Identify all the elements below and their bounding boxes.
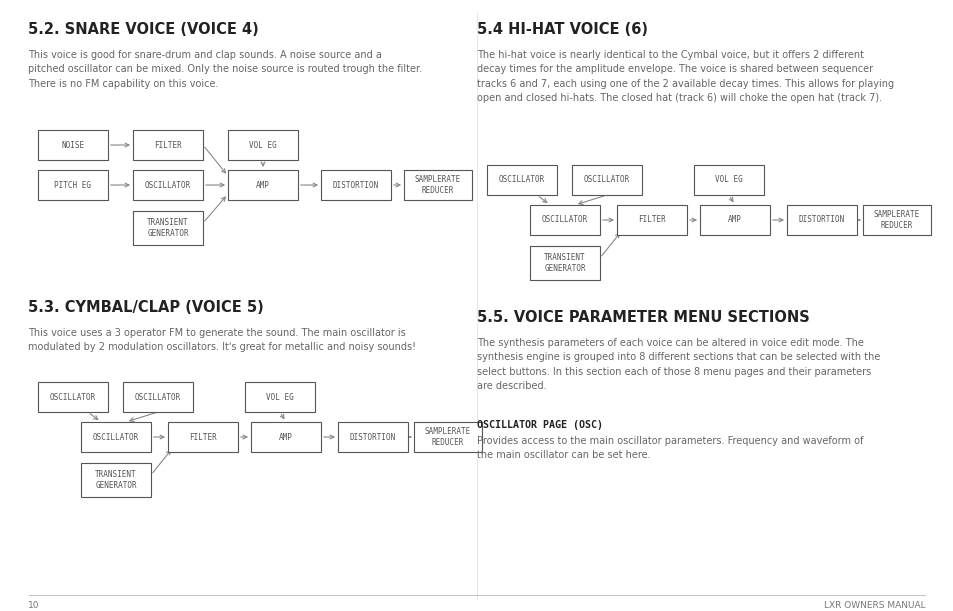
Text: TRANSIENT
GENERATOR: TRANSIENT GENERATOR xyxy=(95,470,136,490)
Bar xyxy=(123,382,193,412)
Bar xyxy=(38,382,108,412)
Bar xyxy=(168,422,237,452)
Text: AMP: AMP xyxy=(255,180,270,189)
Text: The synthesis parameters of each voice can be altered in voice edit mode. The
sy: The synthesis parameters of each voice c… xyxy=(476,338,880,391)
Text: AMP: AMP xyxy=(727,216,741,224)
Bar xyxy=(251,422,320,452)
Text: OSCILLATOR: OSCILLATOR xyxy=(583,175,630,185)
Bar xyxy=(572,165,641,195)
Text: FILTER: FILTER xyxy=(189,433,216,442)
Bar xyxy=(530,246,599,280)
Text: 5.5. VOICE PARAMETER MENU SECTIONS: 5.5. VOICE PARAMETER MENU SECTIONS xyxy=(476,310,809,325)
Bar xyxy=(132,130,203,160)
Bar xyxy=(132,170,203,200)
Text: Provides access to the main oscillator parameters. Frequency and waveform of
the: Provides access to the main oscillator p… xyxy=(476,436,862,461)
Text: This voice is good for snare-drum and clap sounds. A noise source and a
pitched : This voice is good for snare-drum and cl… xyxy=(28,50,421,89)
Bar xyxy=(486,165,557,195)
Text: PITCH EG: PITCH EG xyxy=(54,180,91,189)
Text: DISTORTION: DISTORTION xyxy=(798,216,844,224)
Bar xyxy=(245,382,314,412)
Text: VOL EG: VOL EG xyxy=(715,175,742,185)
Text: OSCILLATOR: OSCILLATOR xyxy=(498,175,544,185)
Text: OSCILLATOR: OSCILLATOR xyxy=(145,180,191,189)
Text: TRANSIENT
GENERATOR: TRANSIENT GENERATOR xyxy=(543,253,585,273)
Text: 10: 10 xyxy=(28,601,39,610)
Bar xyxy=(38,170,108,200)
Bar xyxy=(228,170,297,200)
Text: VOL EG: VOL EG xyxy=(249,141,276,150)
Text: FILTER: FILTER xyxy=(638,216,665,224)
Text: TRANSIENT
GENERATOR: TRANSIENT GENERATOR xyxy=(147,218,189,238)
Bar xyxy=(320,170,391,200)
Text: VOL EG: VOL EG xyxy=(266,392,294,401)
Text: OSCILLATOR: OSCILLATOR xyxy=(541,216,587,224)
Text: FILTER: FILTER xyxy=(154,141,182,150)
Bar xyxy=(862,205,930,235)
Text: OSCILLATOR: OSCILLATOR xyxy=(92,433,139,442)
Text: AMP: AMP xyxy=(279,433,293,442)
Text: 5.2. SNARE VOICE (VOICE 4): 5.2. SNARE VOICE (VOICE 4) xyxy=(28,22,258,37)
Text: DISTORTION: DISTORTION xyxy=(333,180,378,189)
Text: OSCILLATOR: OSCILLATOR xyxy=(134,392,181,401)
Text: DISTORTION: DISTORTION xyxy=(350,433,395,442)
Bar xyxy=(38,130,108,160)
Bar xyxy=(530,205,599,235)
Bar xyxy=(337,422,408,452)
Text: SAMPLERATE
REDUCER: SAMPLERATE REDUCER xyxy=(424,427,471,447)
Text: OSCILLATOR PAGE (OSC): OSCILLATOR PAGE (OSC) xyxy=(476,420,602,430)
Text: NOISE: NOISE xyxy=(61,141,85,150)
Text: 5.4 HI-HAT VOICE (6): 5.4 HI-HAT VOICE (6) xyxy=(476,22,647,37)
Bar xyxy=(228,130,297,160)
Bar xyxy=(81,463,151,497)
Bar xyxy=(617,205,686,235)
Bar xyxy=(132,211,203,245)
Bar xyxy=(403,170,472,200)
Text: OSCILLATOR: OSCILLATOR xyxy=(50,392,96,401)
Text: SAMPLERATE
REDUCER: SAMPLERATE REDUCER xyxy=(873,210,919,230)
Bar xyxy=(414,422,481,452)
Text: LXR OWNERS MANUAL: LXR OWNERS MANUAL xyxy=(823,601,925,610)
Bar xyxy=(693,165,763,195)
Text: SAMPLERATE
REDUCER: SAMPLERATE REDUCER xyxy=(415,175,460,195)
Text: This voice uses a 3 operator FM to generate the sound. The main oscillator is
mo: This voice uses a 3 operator FM to gener… xyxy=(28,328,416,353)
Bar xyxy=(700,205,769,235)
Bar xyxy=(786,205,856,235)
Text: 5.3. CYMBAL/CLAP (VOICE 5): 5.3. CYMBAL/CLAP (VOICE 5) xyxy=(28,300,263,315)
Bar xyxy=(81,422,151,452)
Text: The hi-hat voice is nearly identical to the Cymbal voice, but it offers 2 differ: The hi-hat voice is nearly identical to … xyxy=(476,50,893,103)
